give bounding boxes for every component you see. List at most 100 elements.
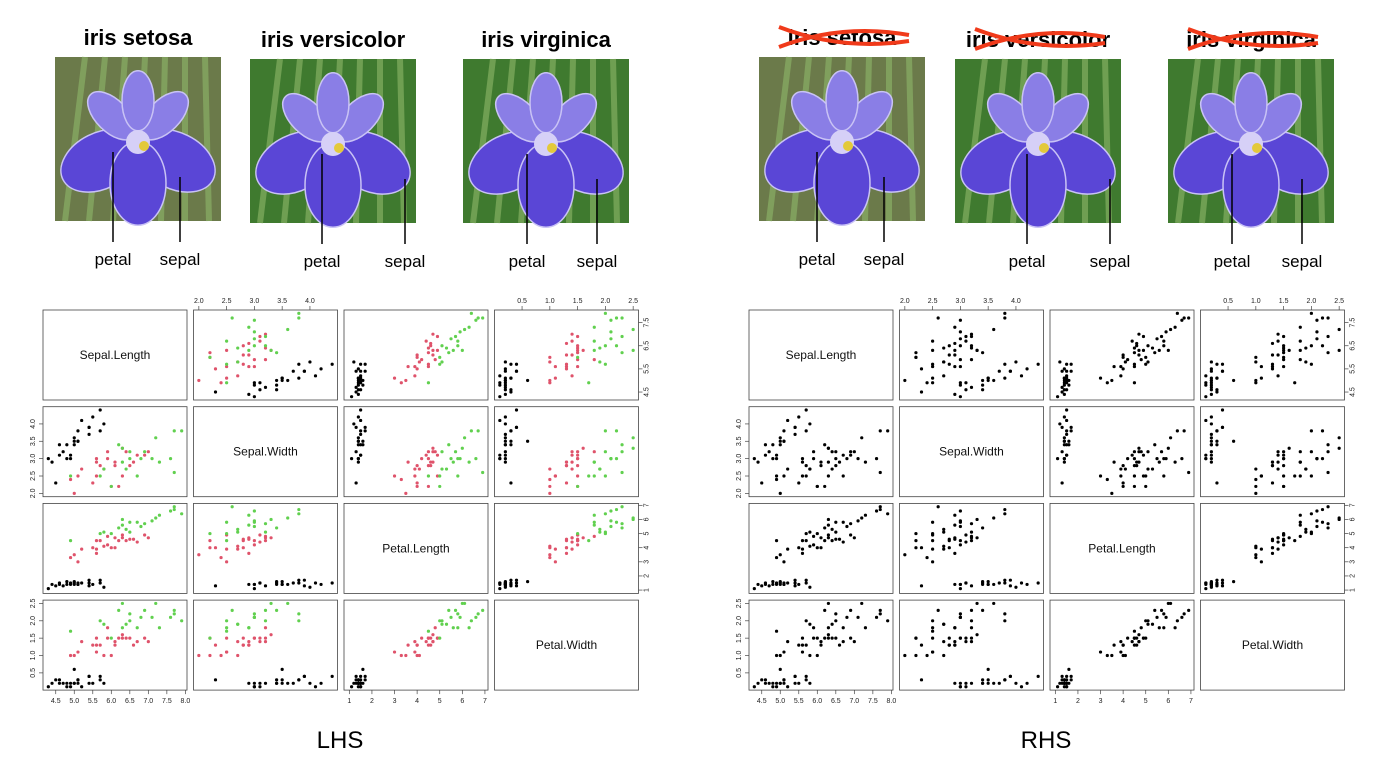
data-point xyxy=(620,334,624,339)
data-point xyxy=(363,674,367,678)
data-point xyxy=(105,457,110,461)
data-point xyxy=(598,360,602,364)
data-point xyxy=(1150,467,1155,471)
data-point xyxy=(349,457,354,461)
data-point xyxy=(120,523,125,527)
data-point xyxy=(415,355,419,359)
data-point xyxy=(1276,536,1280,540)
data-point xyxy=(98,678,102,682)
data-point xyxy=(102,467,106,471)
data-point xyxy=(1276,374,1280,378)
data-point xyxy=(756,460,760,464)
data-point xyxy=(925,381,929,385)
data-point xyxy=(356,439,360,443)
data-point xyxy=(778,667,782,672)
data-point xyxy=(819,536,823,540)
data-point xyxy=(1065,376,1069,380)
data-point xyxy=(1121,643,1125,647)
tick-label: 6.0 xyxy=(106,698,116,705)
species-title: iris versicolor xyxy=(966,27,1111,52)
tick-label: 7.0 xyxy=(143,698,153,705)
data-point xyxy=(969,584,974,588)
strike-through xyxy=(1187,27,1319,48)
data-point xyxy=(361,383,365,387)
data-point xyxy=(1162,474,1166,478)
tick-label: 7.5 xyxy=(1350,318,1357,328)
data-point xyxy=(1254,355,1258,359)
strike-through xyxy=(778,25,910,46)
data-point xyxy=(1008,578,1012,582)
data-point xyxy=(286,601,290,606)
data-point xyxy=(91,481,95,485)
data-point xyxy=(800,636,805,640)
data-point xyxy=(247,513,251,517)
data-point xyxy=(620,505,624,509)
data-point xyxy=(359,443,363,447)
data-point xyxy=(54,481,58,485)
data-point xyxy=(431,460,435,464)
data-point xyxy=(247,582,251,587)
data-point xyxy=(503,381,507,385)
data-point xyxy=(109,531,113,536)
data-point xyxy=(68,453,73,457)
data-point xyxy=(68,681,73,685)
data-point xyxy=(426,474,431,478)
data-point xyxy=(964,533,968,537)
data-point xyxy=(247,353,251,357)
data-point xyxy=(786,640,790,644)
data-point xyxy=(774,555,779,560)
data-point xyxy=(1293,474,1297,478)
data-point xyxy=(1259,376,1263,380)
data-point xyxy=(1215,388,1219,392)
data-point xyxy=(947,546,951,550)
data-point xyxy=(1130,453,1134,457)
data-point xyxy=(280,579,284,584)
data-point xyxy=(1144,474,1148,478)
data-point xyxy=(1282,348,1286,352)
data-point xyxy=(1065,378,1069,383)
data-point xyxy=(399,653,403,658)
data-point xyxy=(878,507,882,512)
data-point xyxy=(1155,337,1159,341)
data-point xyxy=(359,432,363,436)
data-point xyxy=(440,619,444,623)
data-point xyxy=(54,678,58,682)
data-point xyxy=(969,534,974,538)
data-point xyxy=(1132,643,1137,647)
data-point xyxy=(986,678,990,682)
data-point xyxy=(760,481,764,485)
data-point xyxy=(120,633,125,637)
data-point xyxy=(1298,534,1302,538)
data-point xyxy=(105,626,110,630)
data-point xyxy=(1282,457,1286,461)
data-point xyxy=(415,653,419,658)
data-point xyxy=(252,364,256,369)
data-point xyxy=(252,539,256,543)
data-point xyxy=(1141,474,1146,478)
data-point xyxy=(1204,581,1208,585)
data-point xyxy=(80,467,84,471)
data-point xyxy=(849,522,853,526)
data-point xyxy=(474,318,478,322)
data-point xyxy=(598,346,602,350)
tick-label: 5.0 xyxy=(69,698,79,705)
tick-label: 6.5 xyxy=(125,698,135,705)
petal-label: petal xyxy=(509,252,546,271)
data-point xyxy=(1287,446,1291,450)
data-point xyxy=(614,316,619,320)
data-point xyxy=(498,453,502,457)
data-point xyxy=(774,539,779,543)
data-point xyxy=(128,520,132,524)
data-point xyxy=(800,551,805,555)
petal-shape xyxy=(825,70,859,132)
flower-photo xyxy=(955,58,1121,228)
data-point xyxy=(1276,339,1280,343)
data-point xyxy=(570,540,574,544)
data-point xyxy=(592,348,596,352)
data-point xyxy=(213,584,218,588)
panel-frame xyxy=(42,599,188,691)
data-point xyxy=(1135,460,1139,464)
sepal-label: sepal xyxy=(864,250,905,269)
tick-label: 0.5 xyxy=(736,668,743,678)
data-point xyxy=(1062,457,1066,461)
